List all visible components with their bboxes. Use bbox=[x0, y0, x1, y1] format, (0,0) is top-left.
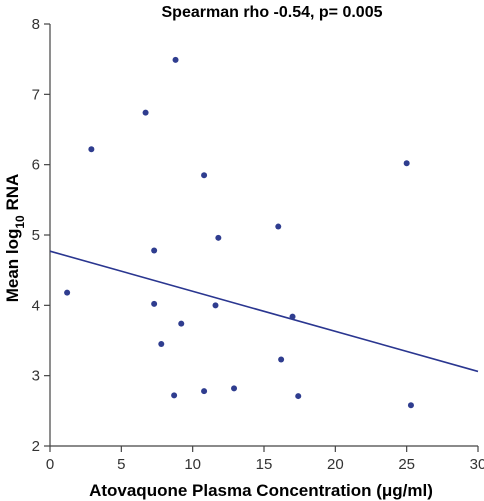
trendline bbox=[49, 250, 479, 373]
data-point bbox=[212, 302, 219, 309]
x-tick-label: 20 bbox=[327, 456, 344, 473]
y-tick-label: 2 bbox=[32, 438, 40, 455]
x-axis-label: Atovaquone Plasma Concentration (μg/ml) bbox=[89, 481, 433, 500]
data-point bbox=[289, 313, 296, 320]
x-tick-label: 15 bbox=[256, 456, 273, 473]
data-point bbox=[158, 341, 165, 348]
data-point bbox=[295, 393, 302, 400]
y-axis-label-main: Mean log bbox=[3, 229, 22, 303]
y-tick-label: 6 bbox=[32, 157, 40, 174]
data-point bbox=[215, 234, 222, 241]
data-point bbox=[88, 146, 95, 153]
y-axis-label: Mean log10 RNA bbox=[3, 174, 27, 303]
y-tick-label: 4 bbox=[32, 297, 40, 314]
x-tick-label: 25 bbox=[398, 456, 415, 473]
x-tick-label: 30 bbox=[470, 456, 484, 473]
y-axis-ticks: 2 3 4 5 6 7 8 bbox=[32, 16, 50, 455]
y-axis-label-subscript: 10 bbox=[13, 215, 27, 229]
data-point bbox=[171, 392, 178, 399]
data-point bbox=[278, 356, 285, 363]
data-point bbox=[403, 160, 410, 167]
x-tick-label: 5 bbox=[117, 456, 125, 473]
data-point bbox=[64, 289, 71, 296]
data-point bbox=[178, 320, 185, 327]
y-axis-label-tail: RNA bbox=[3, 174, 22, 216]
y-tick-label: 8 bbox=[32, 16, 40, 33]
x-tick-label: 10 bbox=[184, 456, 201, 473]
data-point bbox=[231, 385, 238, 392]
x-axis-ticks: 0 5 10 15 20 25 30 bbox=[46, 446, 484, 473]
data-point bbox=[151, 300, 158, 307]
data-point bbox=[201, 172, 208, 179]
y-tick-label: 5 bbox=[32, 227, 40, 244]
chart-title: Spearman rho -0.54, p= 0.005 bbox=[162, 4, 383, 21]
data-points bbox=[64, 56, 414, 409]
y-tick-label: 7 bbox=[32, 86, 40, 103]
data-point bbox=[407, 402, 414, 409]
data-point bbox=[151, 247, 158, 254]
data-point bbox=[172, 56, 179, 63]
x-tick-label: 0 bbox=[46, 456, 54, 473]
data-point bbox=[275, 223, 282, 230]
data-point bbox=[201, 388, 208, 395]
y-tick-label: 3 bbox=[32, 368, 40, 385]
axes bbox=[49, 24, 478, 447]
data-point bbox=[142, 109, 149, 116]
